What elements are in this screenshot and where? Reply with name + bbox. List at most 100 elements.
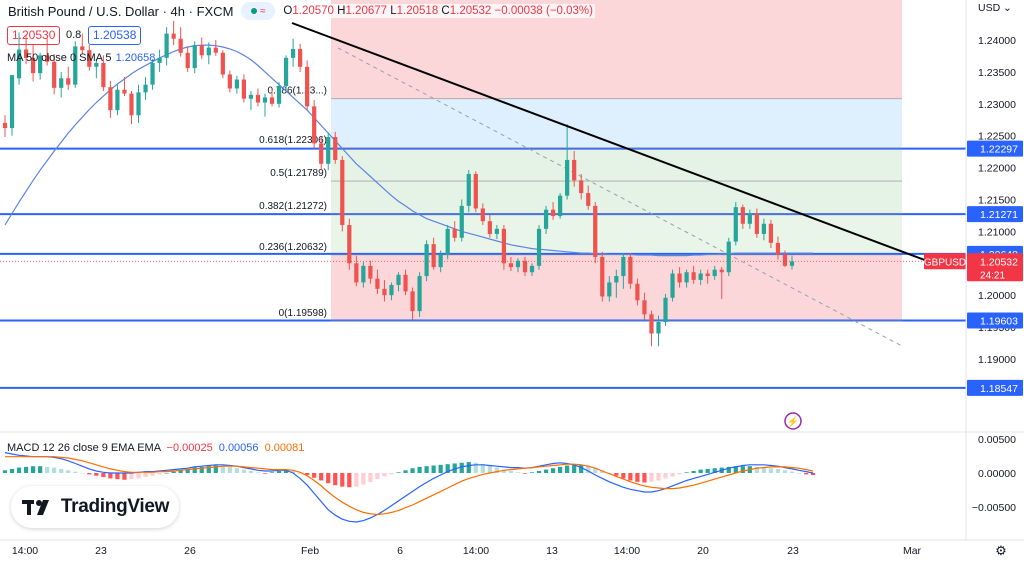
macd-histogram-bar — [480, 464, 485, 473]
candle-up — [234, 79, 239, 89]
open-value: 1.20570 — [292, 5, 334, 17]
fib-zone — [331, 98, 902, 149]
tradingview-logo[interactable]: TradingView — [11, 486, 179, 528]
candle-down — [30, 57, 36, 74]
candle-down — [347, 225, 352, 264]
candle-down — [2, 122, 8, 129]
candle-up — [192, 45, 197, 69]
candlestick-series — [2, 20, 795, 347]
macd-histogram-bar — [445, 464, 450, 473]
candle-up — [466, 173, 471, 206]
candle-up — [445, 228, 450, 255]
symbol-title[interactable]: British Pound / U.S. Dollar · 4h · FXCM — [8, 3, 234, 19]
macd-histogram-bar — [494, 467, 499, 473]
candle-down — [508, 263, 514, 268]
macd-histogram-bar — [501, 469, 507, 473]
trendline[interactable] — [291, 22, 947, 269]
sell-price-button[interactable]: 1.20530 — [7, 26, 61, 45]
symbol-header: British Pound / U.S. Dollar · 4h · FXCM … — [0, 0, 595, 22]
price-tick-label: 1.22500 — [978, 131, 1016, 143]
spread-value: 0.8 — [66, 29, 82, 41]
time-tick-label: 14:00 — [614, 545, 640, 557]
macd-histogram-bar — [522, 473, 528, 474]
macd-histogram-bar — [796, 473, 802, 474]
macd-histogram-bar — [810, 473, 816, 476]
macd-histogram-bar — [305, 473, 310, 476]
price-level-tag-text: 1.18547 — [980, 383, 1018, 395]
macd-legend[interactable]: MACD 12 26 close 9 EMA EMA −0.00025 0.00… — [7, 442, 304, 454]
macd-histogram-bar — [684, 472, 689, 473]
macd-histogram-bar — [424, 466, 429, 473]
candle-down — [178, 38, 183, 53]
candle-down — [705, 273, 710, 277]
candle-up — [136, 92, 141, 116]
market-open-icon — [251, 8, 258, 14]
macd-histogram-bar — [115, 473, 120, 480]
candle-down — [220, 52, 225, 75]
change-value: −0.00038 (−0.03%) — [494, 5, 593, 17]
macd-histogram-bar — [220, 466, 225, 473]
candle-down — [354, 263, 359, 283]
price-level-tag — [967, 206, 1023, 223]
macd-histogram-bar — [565, 465, 570, 473]
macd-histogram-bar — [621, 473, 626, 479]
macd-histogram-bar — [529, 472, 535, 473]
price-axis[interactable]: 1.24000 1.23500 1.23000 1.22500 1.22000 1.215… — [924, 2, 1023, 514]
market-status-badge[interactable]: ≈ — [241, 2, 276, 20]
signal-value: 0.00056 — [218, 442, 259, 454]
macd-value: −0.00025 — [166, 442, 213, 454]
macd-histogram-bar — [122, 473, 127, 480]
candle-down — [579, 180, 584, 194]
ma-legend[interactable]: MA 50 close 0 SMA 5 1.20658 — [7, 52, 155, 64]
candle-up — [726, 241, 731, 273]
macd-histogram-bar — [347, 473, 352, 488]
candle-up — [94, 62, 99, 67]
time-tick-label: 13 — [546, 545, 558, 557]
candle-down — [473, 173, 478, 209]
fib-level-label: 0(1.19598) — [279, 308, 327, 319]
candle-down — [23, 49, 29, 58]
candle-up — [262, 97, 268, 103]
macd-histogram-bar — [9, 468, 15, 473]
price-tick-label: 1.23000 — [978, 99, 1016, 111]
candle-up — [663, 297, 668, 322]
macd-histogram-bar — [185, 468, 190, 473]
candle-up — [157, 57, 162, 63]
low-label: L — [390, 5, 397, 17]
price-tick-label: 1.22000 — [978, 163, 1016, 175]
macd-histogram-bar — [417, 466, 422, 473]
macd-histogram-bar — [754, 466, 759, 473]
candle-down — [586, 193, 591, 206]
time-tick-label: 20 — [697, 545, 709, 557]
macd-histogram-bar — [803, 473, 809, 475]
macd-tick-label: 0.00500 — [978, 434, 1016, 446]
candle-down — [628, 256, 633, 284]
macd-histogram-bar — [572, 464, 577, 473]
bar-countdown: 24:21 — [980, 270, 1005, 281]
macd-histogram-bar — [459, 462, 464, 473]
candle-up — [283, 57, 289, 86]
candle-down — [108, 87, 113, 111]
macd-histogram-bar — [206, 466, 211, 473]
macd-histogram-bar — [248, 470, 254, 473]
macd-histogram-bar — [698, 469, 703, 473]
macd-histogram-bar — [375, 473, 380, 480]
time-tick-label: Mar — [903, 545, 922, 557]
time-axis[interactable]: 14:00 23 26 Feb 6 14:00 13 14:00 20 23 Mar ⚙ — [12, 543, 1007, 558]
candle-up — [143, 84, 148, 93]
macd-histogram-bar — [80, 473, 85, 474]
fib-level-label: 0.236(1.20632) — [259, 242, 327, 253]
candle-down — [199, 45, 204, 56]
candle-up — [73, 46, 78, 85]
macd-histogram-bar — [45, 466, 50, 473]
macd-histogram-bar — [473, 462, 478, 473]
macd-histogram-bar — [410, 468, 415, 473]
macd-histogram-bar — [136, 473, 141, 479]
candle-down — [572, 159, 577, 181]
candle-down — [269, 97, 275, 104]
macd-histogram-bar — [234, 468, 239, 473]
ma50-path — [4, 44, 814, 257]
buy-price-button[interactable]: 1.20538 — [88, 26, 142, 45]
macd-histogram-bar — [740, 466, 745, 473]
